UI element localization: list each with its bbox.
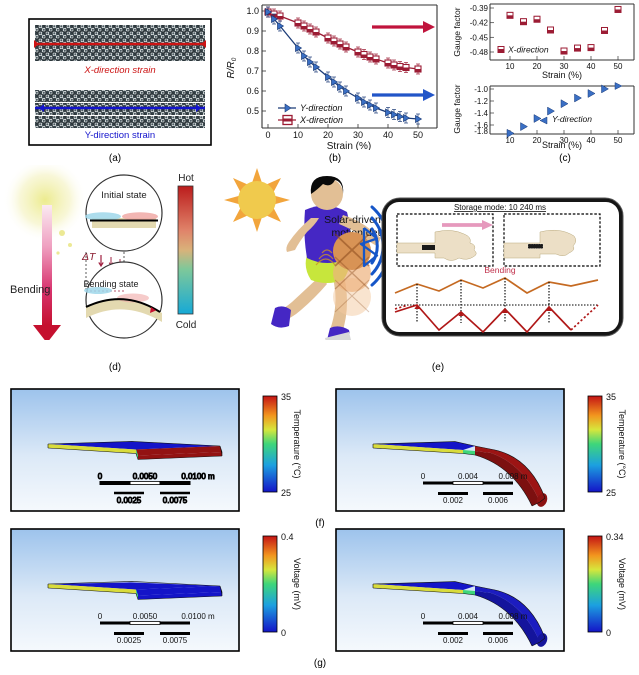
svg-text:X-direction: X-direction (507, 45, 549, 55)
svg-text:Initial state: Initial state (101, 190, 146, 201)
svg-text:25: 25 (606, 488, 616, 498)
svg-text:Voltage (mV): Voltage (mV) (617, 558, 627, 610)
svg-text:0.8: 0.8 (246, 46, 259, 56)
svg-text:-0.39: -0.39 (470, 4, 489, 13)
svg-text:40: 40 (587, 136, 596, 145)
svg-text:10: 10 (506, 62, 515, 71)
svg-text:0.004: 0.004 (458, 612, 479, 621)
svg-text:0.0100 m: 0.0100 m (181, 472, 215, 481)
svg-text:Voltage (mV): Voltage (mV) (292, 558, 302, 610)
svg-text:0.002: 0.002 (443, 636, 464, 645)
svg-text:Bending: Bending (484, 265, 515, 275)
svg-text:0.0025: 0.0025 (117, 496, 142, 505)
svg-text:Temperature (°C): Temperature (°C) (617, 409, 627, 478)
svg-text:30: 30 (353, 130, 363, 140)
svg-text:0: 0 (421, 472, 426, 481)
svg-text:0.6: 0.6 (246, 86, 259, 96)
svg-text:Y-direction: Y-direction (552, 114, 592, 124)
svg-text:Cold: Cold (176, 320, 197, 331)
svg-text:0.34: 0.34 (606, 532, 624, 542)
svg-text:-0.42: -0.42 (470, 19, 489, 28)
svg-text:0.4: 0.4 (281, 532, 294, 542)
svg-text:0.008 m: 0.008 m (499, 472, 528, 481)
svg-text:1.0: 1.0 (246, 6, 259, 16)
svg-text:50: 50 (413, 130, 423, 140)
svg-text:0.0075: 0.0075 (163, 496, 188, 505)
svg-text:0.7: 0.7 (246, 66, 259, 76)
svg-text:0.008 m: 0.008 m (499, 612, 528, 621)
svg-text:0.0050: 0.0050 (133, 472, 158, 481)
svg-text:Strain (%): Strain (%) (542, 140, 582, 150)
svg-text:Hot: Hot (178, 173, 194, 184)
svg-text:Strain (%): Strain (%) (542, 70, 582, 80)
svg-text:ΔT: ΔT (81, 251, 97, 263)
svg-text:-0.45: -0.45 (470, 33, 489, 42)
svg-text:0.0100 m: 0.0100 m (181, 612, 215, 621)
svg-text:0: 0 (265, 130, 270, 140)
svg-text:Gauge factor: Gauge factor (452, 7, 462, 56)
svg-text:20: 20 (533, 136, 542, 145)
svg-text:35: 35 (281, 392, 291, 402)
svg-text:0: 0 (281, 628, 286, 638)
svg-text:Storage mode: 10 240 ms: Storage mode: 10 240 ms (454, 203, 546, 212)
svg-text:40: 40 (587, 62, 596, 71)
svg-text:25: 25 (281, 488, 291, 498)
svg-text:Y-direction strain: Y-direction strain (85, 130, 155, 141)
svg-text:X-direction strain: X-direction strain (83, 65, 155, 76)
svg-text:0: 0 (606, 628, 611, 638)
svg-text:-1.2: -1.2 (474, 97, 488, 106)
svg-text:Y-direction: Y-direction (300, 103, 342, 113)
svg-text:50: 50 (614, 136, 623, 145)
svg-text:0.0075: 0.0075 (163, 636, 188, 645)
svg-text:0.9: 0.9 (246, 26, 259, 36)
svg-text:0: 0 (98, 612, 103, 621)
svg-text:0.5: 0.5 (246, 106, 259, 116)
svg-text:0.004: 0.004 (458, 472, 479, 481)
svg-text:X-direction: X-direction (299, 115, 343, 125)
svg-text:Bending: Bending (10, 284, 50, 296)
svg-text:0.0050: 0.0050 (133, 612, 158, 621)
svg-text:50: 50 (614, 62, 623, 71)
svg-text:-1.4: -1.4 (474, 109, 488, 118)
svg-text:-0.48: -0.48 (470, 48, 489, 57)
svg-text:0.006: 0.006 (488, 636, 509, 645)
svg-text:0.002: 0.002 (443, 496, 464, 505)
svg-text:R/R0: R/R0 (226, 57, 238, 78)
svg-text:-1.0: -1.0 (474, 85, 488, 94)
svg-text:Gauge factor: Gauge factor (452, 84, 462, 133)
svg-text:20: 20 (323, 130, 333, 140)
svg-text:0.0025: 0.0025 (117, 636, 142, 645)
svg-text:0: 0 (421, 612, 426, 621)
svg-text:10: 10 (293, 130, 303, 140)
svg-text:-1.8: -1.8 (474, 127, 488, 136)
svg-text:Strain (%): Strain (%) (327, 141, 371, 150)
svg-text:0.006: 0.006 (488, 496, 509, 505)
svg-text:40: 40 (383, 130, 393, 140)
svg-text:Temperature (°C): Temperature (°C) (292, 409, 302, 478)
svg-text:20: 20 (533, 62, 542, 71)
svg-text:0: 0 (98, 472, 103, 481)
svg-text:35: 35 (606, 392, 616, 402)
